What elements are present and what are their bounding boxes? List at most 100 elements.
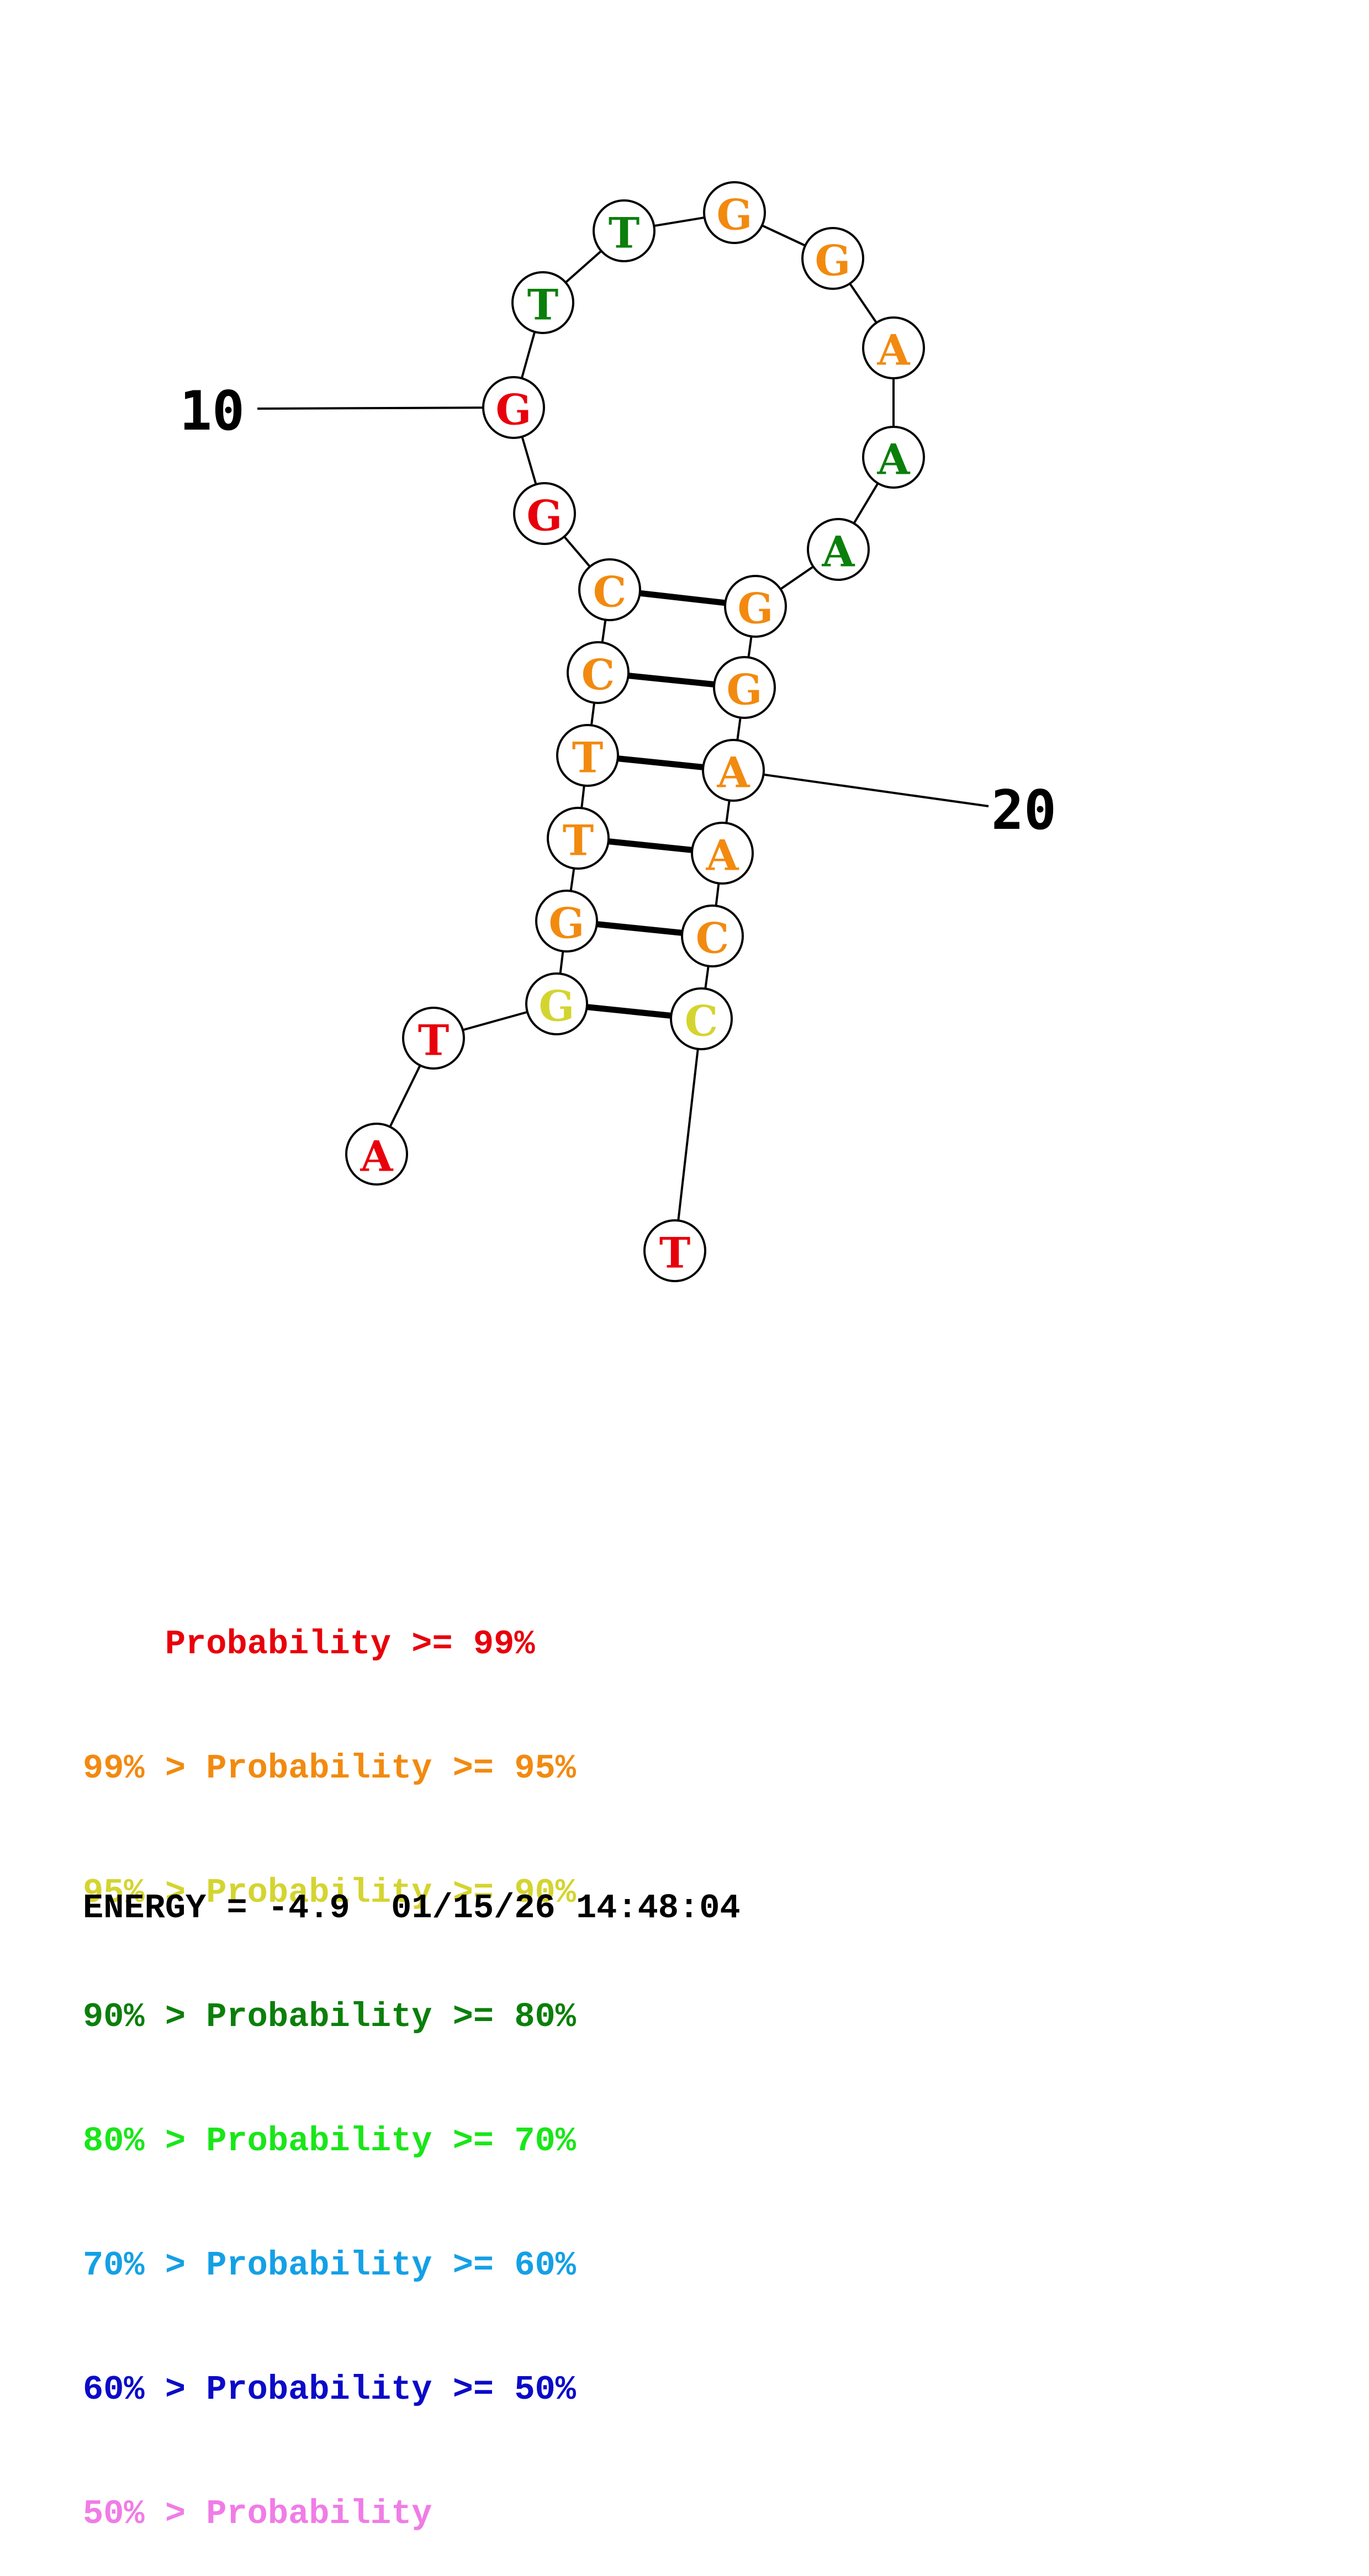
index-leader-line: [733, 769, 989, 807]
legend-prefix: 60% >: [83, 2370, 207, 2409]
nucleotide-circle: [713, 656, 776, 719]
nucleotide-base: T: [418, 1016, 450, 1065]
nucleotide-circle: [513, 482, 576, 545]
legend-row: 95% > Probability >= 90%: [83, 1872, 576, 1913]
nucleotide-circle: [525, 972, 588, 1035]
legend-row: 50% > Probability: [83, 2493, 576, 2535]
legend-row: 60% > Probability >= 50%: [83, 2369, 576, 2410]
backbone-lines: [376, 211, 895, 1251]
nucleotide-circle: [345, 1123, 408, 1186]
index-label: 20: [991, 779, 1056, 842]
legend-prefix: 70% >: [83, 2246, 207, 2285]
legend-text: Probability >= 95%: [206, 1749, 576, 1788]
nucleotide-19: G: [713, 656, 776, 719]
legend-prefix: [83, 1625, 165, 1664]
nucleotide-17: A: [807, 518, 870, 581]
energy-footer: ENERGY = -4.9 01/15/26 14:48:04: [83, 1889, 741, 1928]
nucleotide-base: A: [706, 831, 739, 880]
nucleotide-base: A: [877, 435, 911, 484]
nucleotide-circle: [862, 316, 925, 379]
nucleotide-21: A: [691, 822, 754, 885]
nucleotide-base: G: [496, 385, 532, 435]
nucleotide-circle: [862, 426, 925, 489]
nucleotide-15: A: [862, 316, 925, 379]
nucleotide-base: G: [727, 665, 763, 715]
nucleotide-base: A: [877, 326, 911, 375]
nucleotide-20: A: [702, 739, 765, 802]
nucleotide-base: G: [717, 191, 753, 240]
nucleotide-base: A: [822, 527, 855, 576]
nucleotide-base: G: [815, 236, 851, 285]
nucleotide-circle: [703, 181, 766, 244]
nucleotide-circle: [670, 987, 733, 1050]
timestamp: 01/15/26 14:48:04: [391, 1889, 741, 1928]
nucleotide-base: T: [572, 733, 604, 782]
nucleotide-circle: [547, 807, 610, 870]
nucleotide-24: T: [643, 1219, 706, 1282]
legend-row: 70% > Probability >= 60%: [83, 2245, 576, 2286]
nucleotide-base: C: [696, 914, 730, 963]
legend-row: 99% > Probability >= 95%: [83, 1748, 576, 1789]
legend-row: 90% > Probability >= 80%: [83, 1996, 576, 2038]
index-label: 10: [179, 380, 245, 443]
nucleotide-base: T: [563, 816, 594, 865]
nucleotide-3: G: [525, 972, 588, 1035]
legend-text: Probability >= 60%: [206, 2246, 576, 2285]
nucleotide-6: T: [556, 724, 619, 787]
nucleotide-11: T: [511, 271, 574, 334]
nucleotide-circle: [556, 724, 619, 787]
nucleotide-circle: [402, 1007, 465, 1070]
nucleotide-circle: [535, 890, 598, 953]
nucleotide-circle: [801, 227, 864, 290]
legend-row: Probability >= 99%: [83, 1623, 576, 1665]
nucleotide-circle: [807, 518, 870, 581]
probability-legend: Probability >= 99% 99% > Probability >= …: [83, 1541, 576, 2576]
legend-text: Probability >= 50%: [206, 2370, 576, 2409]
nucleotide-circle: [511, 271, 574, 334]
nucleotide-base: G: [549, 899, 585, 948]
nucleotide-circle: [691, 822, 754, 885]
nucleotide-22: C: [681, 904, 744, 967]
nucleotide-16: A: [862, 426, 925, 489]
nucleotide-base: T: [609, 209, 640, 258]
legend-text: Probability >= 99%: [165, 1625, 535, 1664]
legend-prefix: 99% >: [83, 1749, 207, 1788]
nucleotide-23: C: [670, 987, 733, 1050]
nucleotide-base: T: [659, 1229, 691, 1278]
nucleotide-10: G: [482, 376, 545, 439]
energy-value: ENERGY = -4.9: [83, 1889, 350, 1928]
legend-prefix: 90% >: [83, 1997, 207, 2037]
nucleotide-circle: [593, 199, 656, 262]
legend-prefix: 80% >: [83, 2122, 207, 2161]
nucleotide-base: A: [360, 1132, 394, 1181]
nucleotide-circle: [702, 739, 765, 802]
nucleotide-circle: [681, 904, 744, 967]
nucleotide-7: C: [567, 641, 630, 704]
nucleotide-circle: [643, 1219, 706, 1282]
nucleotide-5: T: [547, 807, 610, 870]
nucleotide-base: G: [527, 491, 563, 541]
nucleotide-13: G: [703, 181, 766, 244]
nucleotide-base: G: [539, 982, 575, 1031]
index-labels: 10 20: [179, 380, 1056, 842]
nucleotide-12: T: [593, 199, 656, 262]
nucleotide-9: G: [513, 482, 576, 545]
index-leader-line: [257, 406, 514, 410]
nucleotide-circle: [578, 558, 641, 621]
nucleotide-18: G: [724, 575, 787, 638]
nucleotide-base: C: [593, 568, 627, 617]
nucleotide-base: A: [717, 748, 750, 797]
legend-text: Probability: [206, 2494, 432, 2533]
nucleotide-base: C: [582, 650, 615, 700]
nucleotide-base: C: [685, 997, 718, 1046]
legend-text: Probability >= 90%: [206, 1873, 576, 1912]
nucleotide-base: T: [527, 281, 559, 330]
nucleotide-14: G: [801, 227, 864, 290]
index-leader-lines: [257, 406, 989, 807]
nucleotide-4: G: [535, 890, 598, 953]
legend-text: Probability >= 80%: [206, 1997, 576, 2037]
legend-text: Probability >= 70%: [206, 2122, 576, 2161]
nucleotide-base: G: [738, 584, 774, 633]
